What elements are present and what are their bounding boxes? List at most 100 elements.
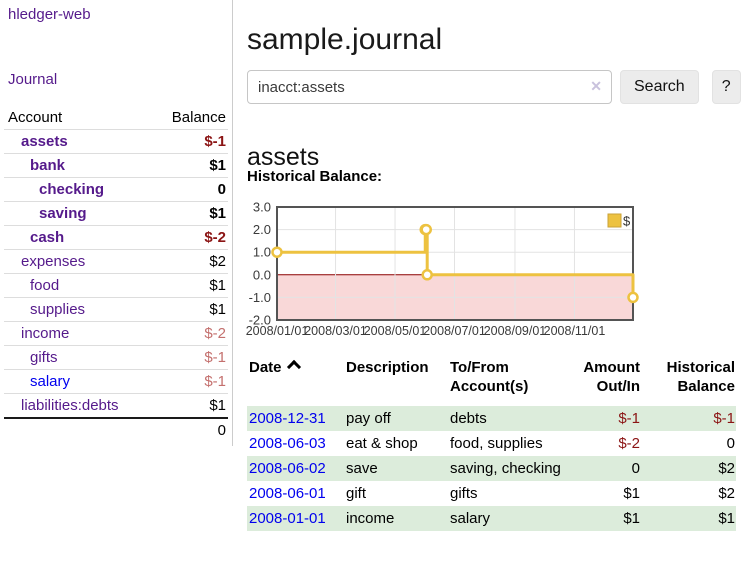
data-point-marker xyxy=(420,223,432,236)
chart-label: Historical Balance: xyxy=(247,168,383,185)
total-balance: 0 xyxy=(217,422,226,439)
sort-ascending-icon xyxy=(286,359,301,375)
legend-label: $ xyxy=(623,214,631,229)
account-link[interactable]: income xyxy=(21,325,70,342)
description-column-header: Description xyxy=(346,359,429,376)
account-balance: $1 xyxy=(209,157,226,174)
register-table: Date Description To/From Account(s) Amou… xyxy=(247,356,736,531)
account-link[interactable]: checking xyxy=(39,181,105,198)
x-tick-label: 2008/11/01 xyxy=(544,324,606,338)
transaction-date-link[interactable]: 2008-12-31 xyxy=(249,410,326,427)
account-heading: assets xyxy=(247,142,320,171)
transaction-description: save xyxy=(346,460,378,477)
transaction-amount: $-1 xyxy=(618,410,640,427)
account-balance: $1 xyxy=(209,301,226,318)
transaction-balance: $1 xyxy=(718,510,735,527)
main-panel: sample.journal ✕ Search ? assets Histori… xyxy=(245,0,742,582)
account-balance: $1 xyxy=(209,397,226,414)
account-link[interactable]: cash xyxy=(30,229,65,246)
y-tick-label: 1.0 xyxy=(253,245,271,260)
transaction-date-link[interactable]: 2008-06-02 xyxy=(249,460,326,477)
account-balance: 0 xyxy=(217,181,226,198)
account-balance: $-2 xyxy=(204,325,226,342)
account-link[interactable]: supplies xyxy=(30,301,86,318)
transaction-amount: $1 xyxy=(623,510,640,527)
transaction-row: 2008-12-31 pay off debts $-1 $-1 xyxy=(247,406,736,431)
account-balance: $2 xyxy=(209,253,226,270)
transaction-amount: $-2 xyxy=(618,435,640,452)
account-balance: $1 xyxy=(209,205,226,222)
account-link[interactable]: saving xyxy=(39,205,87,222)
search-button[interactable]: Search xyxy=(620,70,699,104)
transaction-accounts: saving, checking xyxy=(450,460,561,477)
chart-svg: $2008/01/012008/03/012008/05/012008/07/0… xyxy=(246,200,639,338)
transaction-row: 2008-01-01 income salary $1 $1 xyxy=(247,506,736,531)
transaction-balance: $-1 xyxy=(713,410,735,427)
account-row: supplies $1 xyxy=(4,297,228,321)
account-link[interactable]: expenses xyxy=(21,253,86,270)
account-row: assets $-1 xyxy=(4,129,228,153)
account-balance: $1 xyxy=(209,277,226,294)
transaction-accounts: salary xyxy=(450,510,491,527)
account-rows: assets $-1 bank $1 checking 0 saving $1 cash $-2 e… xyxy=(4,129,228,417)
x-tick-label: 2008/03/01 xyxy=(304,324,367,338)
transaction-balance: $2 xyxy=(718,460,735,477)
transaction-balance: 0 xyxy=(726,435,735,452)
transaction-description: income xyxy=(346,510,395,527)
transaction-description: pay off xyxy=(346,410,391,427)
account-balance: $-1 xyxy=(204,373,226,390)
accounts-table: Account Balance assets $-1 bank $1 checking 0… xyxy=(4,106,228,442)
account-row: checking 0 xyxy=(4,177,228,201)
nav-journal-link[interactable]: Journal xyxy=(8,71,58,88)
y-tick-label: 2.0 xyxy=(253,222,271,237)
transaction-date-link[interactable]: 2008-01-01 xyxy=(249,510,326,527)
account-link[interactable]: gifts xyxy=(30,349,58,366)
y-tick-label: -2.0 xyxy=(249,313,271,328)
balance-chart[interactable]: $2008/01/01 2008/03/01 2008/05/01 2008/07/0… xyxy=(245,200,665,342)
clear-search-icon[interactable]: ✕ xyxy=(590,78,602,94)
transaction-accounts: debts xyxy=(450,410,487,427)
account-link[interactable]: food xyxy=(30,277,60,294)
account-row: cash $-2 xyxy=(4,225,228,249)
transaction-accounts: gifts xyxy=(450,485,478,502)
data-point-marker xyxy=(421,269,433,281)
balance-column-header: Historical Balance xyxy=(666,359,735,395)
transaction-date-link[interactable]: 2008-06-01 xyxy=(249,485,326,502)
x-tick-label: 2008/05/01 xyxy=(364,324,427,338)
transaction-description: eat & shop xyxy=(346,435,418,452)
accounts-table-header: Account Balance xyxy=(4,106,228,129)
sidebar: hledger-web Journal Account Balance asse… xyxy=(0,0,233,446)
balance-column-header: Balance xyxy=(171,109,226,126)
brand-link[interactable]: hledger-web xyxy=(8,6,91,23)
date-column-header[interactable]: Date xyxy=(247,356,344,406)
transaction-date-link[interactable]: 2008-06-03 xyxy=(249,435,326,452)
account-link[interactable]: salary xyxy=(30,373,71,390)
account-link[interactable]: assets xyxy=(21,133,68,150)
account-link[interactable]: bank xyxy=(30,157,66,174)
x-tick-label: 2008/01/01 xyxy=(246,324,309,338)
account-row: saving $1 xyxy=(4,201,228,225)
account-link[interactable]: liabilities:debts xyxy=(21,397,119,414)
transaction-row: 2008-06-03 eat & shop food, supplies $-2 0 xyxy=(247,431,736,456)
account-row: gifts $-1 xyxy=(4,345,228,369)
help-button[interactable]: ? xyxy=(711,70,741,104)
account-row: bank $1 xyxy=(4,153,228,177)
search-bar: ✕ Search ? xyxy=(247,70,741,104)
transaction-amount: $1 xyxy=(623,485,640,502)
y-tick-label: -1.0 xyxy=(249,290,271,305)
data-point-marker xyxy=(627,291,639,304)
transaction-balance: $2 xyxy=(718,485,735,502)
legend-swatch-icon xyxy=(607,213,622,228)
account-balance: $-2 xyxy=(204,229,226,246)
account-row: salary $-1 xyxy=(4,369,228,393)
transaction-amount: 0 xyxy=(631,460,640,477)
page-title: sample.journal xyxy=(247,23,443,57)
accounts-column-header: To/From Account(s) xyxy=(450,359,529,395)
register-header-row: Date Description To/From Account(s) Amou… xyxy=(247,356,736,406)
account-row: food $1 xyxy=(4,273,228,297)
search-input[interactable] xyxy=(247,70,612,104)
transaction-row: 2008-06-01 gift gifts $1 $2 xyxy=(247,481,736,506)
account-row: expenses $2 xyxy=(4,249,228,273)
transaction-description: gift xyxy=(346,485,367,502)
x-tick-label: 2008/07/01 xyxy=(423,324,486,338)
